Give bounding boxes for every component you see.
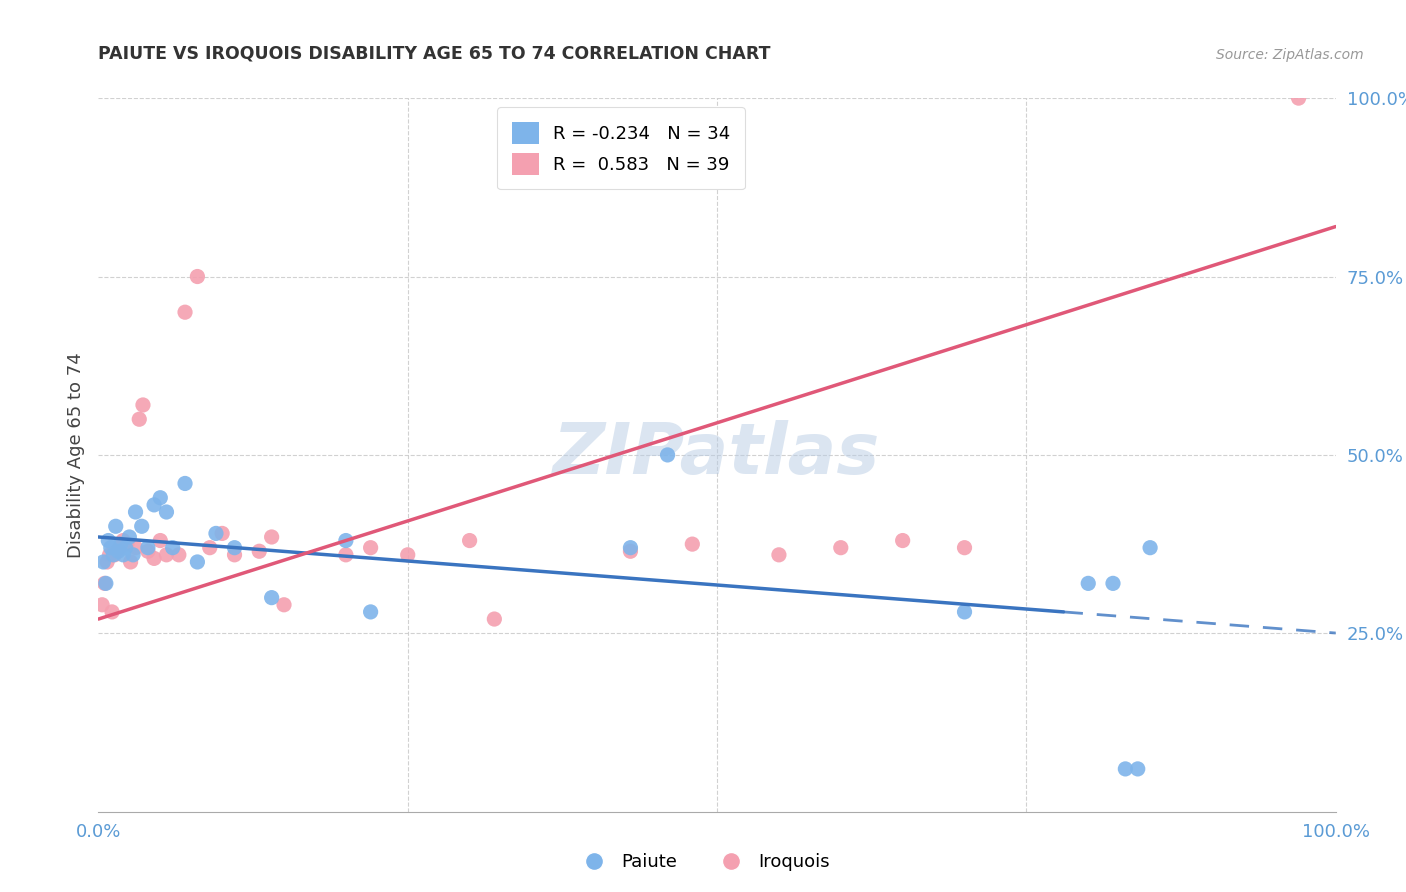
Point — [115, 537, 138, 551]
Point — [128, 412, 150, 426]
Point — [120, 555, 142, 569]
Point — [186, 555, 208, 569]
Point — [112, 533, 135, 548]
Point — [114, 541, 136, 555]
Point — [96, 555, 118, 569]
Point — [105, 544, 128, 558]
Point — [619, 541, 641, 555]
Point — [155, 548, 177, 562]
Point — [335, 548, 357, 562]
Point — [830, 541, 852, 555]
Point — [155, 505, 177, 519]
Point — [100, 541, 122, 555]
Point — [360, 541, 382, 555]
Point — [198, 541, 221, 555]
Point — [132, 398, 155, 412]
Point — [136, 544, 159, 558]
Point — [149, 491, 172, 505]
Text: PAIUTE VS IROQUOIS DISABILITY AGE 65 TO 74 CORRELATION CHART: PAIUTE VS IROQUOIS DISABILITY AGE 65 TO … — [98, 45, 770, 62]
Point — [174, 476, 197, 491]
Point — [112, 548, 135, 562]
Point — [1126, 762, 1149, 776]
Point — [103, 548, 125, 562]
Point — [103, 548, 125, 562]
Point — [101, 605, 124, 619]
Point — [91, 598, 114, 612]
Point — [484, 612, 506, 626]
Point — [174, 305, 197, 319]
Point — [118, 530, 141, 544]
Point — [186, 269, 208, 284]
Point — [110, 537, 132, 551]
Point — [1139, 541, 1161, 555]
Point — [108, 541, 131, 555]
Point — [1102, 576, 1125, 591]
Point — [124, 505, 146, 519]
Y-axis label: Disability Age 65 to 74: Disability Age 65 to 74 — [66, 352, 84, 558]
Point — [93, 555, 115, 569]
Point — [247, 544, 270, 558]
Point — [396, 548, 419, 562]
Legend: Paiute, Iroquois: Paiute, Iroquois — [569, 847, 837, 879]
Point — [1288, 91, 1310, 105]
Point — [273, 598, 295, 612]
Point — [657, 448, 679, 462]
Point — [122, 548, 145, 562]
Point — [143, 551, 166, 566]
Point — [619, 544, 641, 558]
Point — [149, 533, 172, 548]
Point — [167, 548, 190, 562]
Point — [891, 533, 914, 548]
Text: Source: ZipAtlas.com: Source: ZipAtlas.com — [1216, 48, 1364, 62]
Point — [953, 605, 976, 619]
Point — [260, 530, 283, 544]
Point — [1077, 576, 1099, 591]
Point — [768, 548, 790, 562]
Point — [1114, 762, 1136, 776]
Point — [205, 526, 228, 541]
Point — [104, 519, 127, 533]
Point — [360, 605, 382, 619]
Point — [224, 541, 246, 555]
Point — [162, 541, 184, 555]
Point — [124, 541, 146, 555]
Point — [93, 576, 115, 591]
Point — [335, 533, 357, 548]
Point — [953, 541, 976, 555]
Point — [107, 544, 129, 558]
Legend: R = -0.234   N = 34, R =  0.583   N = 39: R = -0.234 N = 34, R = 0.583 N = 39 — [498, 107, 745, 189]
Point — [97, 533, 120, 548]
Point — [98, 548, 121, 562]
Point — [260, 591, 283, 605]
Point — [224, 548, 246, 562]
Point — [458, 533, 481, 548]
Point — [94, 576, 117, 591]
Point — [143, 498, 166, 512]
Text: ZIPatlas: ZIPatlas — [554, 420, 880, 490]
Point — [136, 541, 159, 555]
Point — [681, 537, 703, 551]
Point — [131, 519, 153, 533]
Point — [211, 526, 233, 541]
